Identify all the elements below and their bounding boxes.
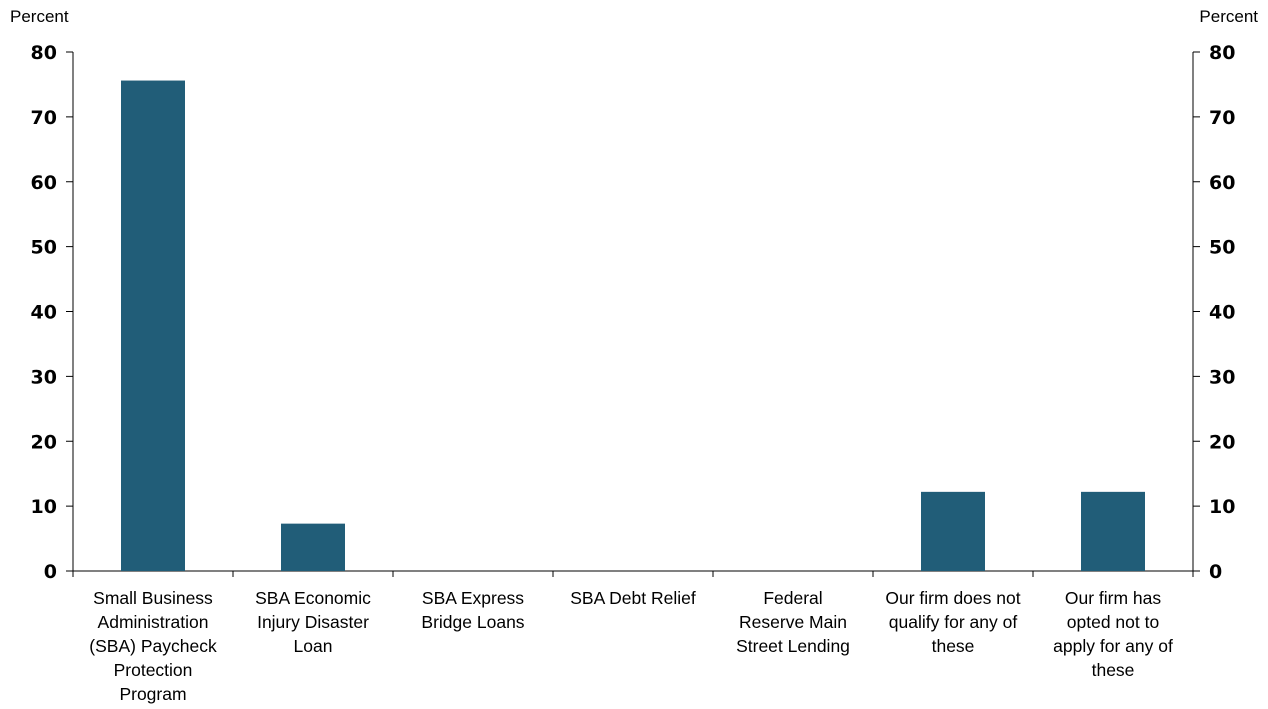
left-y-tick-label: 50 <box>31 237 57 259</box>
bars <box>121 80 1145 572</box>
x-category-label: SBA Debt Relief <box>570 588 696 608</box>
left-y-tick-label: 30 <box>31 366 57 388</box>
x-category-label: SBA Economic Injury Disaster Loan <box>255 588 371 656</box>
bar <box>281 523 345 571</box>
right-y-tick-label: 70 <box>1209 107 1235 129</box>
right-y-tick-label: 80 <box>1209 42 1235 64</box>
right-y-tick-label: 30 <box>1209 366 1235 388</box>
x-category-label: SBA Express Bridge Loans <box>421 588 524 632</box>
right-y-tick-label: 40 <box>1209 302 1235 324</box>
right-y-tick-label: 20 <box>1209 431 1235 453</box>
x-category-label: Our firm does not qualify for any of these <box>885 588 1020 656</box>
right-y-tick-label: 60 <box>1209 172 1235 194</box>
bar <box>921 491 985 571</box>
bar <box>121 80 185 572</box>
category-labels: Small Business Administration (SBA) Payche… <box>89 588 1173 704</box>
bar <box>1081 491 1145 571</box>
right-y-tick-label: 0 <box>1209 561 1222 583</box>
right-axis-unit-label: Percent <box>1199 7 1258 26</box>
right-y-tick-label: 50 <box>1209 237 1235 259</box>
left-y-tick-label: 20 <box>31 431 57 453</box>
left-y-tick-label: 60 <box>31 172 57 194</box>
left-y-tick-label: 80 <box>31 42 57 64</box>
left-y-tick-label: 0 <box>44 561 57 583</box>
x-category-label: Federal Reserve Main Street Lending <box>736 588 850 656</box>
x-category-label: Our firm has opted not to apply for any of… <box>1053 588 1173 680</box>
x-category-label: Small Business Administration (SBA) Payche… <box>89 588 217 704</box>
axes: 0 0 10 10 20 20 30 30 40 40 50 50 60 60 70 70 80 80 <box>31 42 1236 583</box>
left-y-tick-label: 70 <box>31 107 57 129</box>
left-y-tick-label: 10 <box>31 496 57 518</box>
left-y-tick-label: 40 <box>31 302 57 324</box>
left-axis-unit-label: Percent <box>10 7 69 26</box>
right-y-tick-label: 10 <box>1209 496 1235 518</box>
